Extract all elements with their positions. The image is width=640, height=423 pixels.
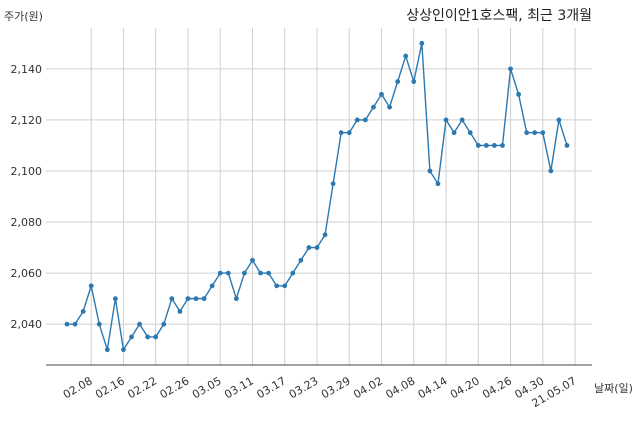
y-tick-label: 2,080 <box>11 216 43 229</box>
data-point <box>185 296 191 302</box>
data-point <box>80 308 86 314</box>
data-point <box>209 283 215 289</box>
data-point <box>250 257 255 263</box>
data-point <box>443 117 449 123</box>
data-point <box>411 79 417 85</box>
data-point <box>354 117 360 123</box>
y-tick-label: 2,140 <box>11 63 43 76</box>
data-point <box>338 130 344 136</box>
data-point <box>169 296 175 302</box>
x-tick-label: 02.08 <box>61 374 95 401</box>
y-tick-labels: 2,040 2,060 2,080 2,100 2,120 2,140 <box>11 63 43 331</box>
data-point <box>233 296 239 302</box>
data-point <box>524 130 530 136</box>
data-point <box>282 283 288 289</box>
data-point <box>540 130 546 136</box>
data-point <box>500 143 505 148</box>
x-tick-label: 02.16 <box>93 374 127 401</box>
y-tick-label: 2,100 <box>11 165 43 178</box>
data-point <box>88 283 94 289</box>
series-layer <box>64 40 570 353</box>
y-axis-label: 주가(원) <box>4 10 43 23</box>
data-point <box>387 104 392 110</box>
data-point <box>72 321 78 327</box>
data-point <box>548 168 554 174</box>
y-tick-label: 2,060 <box>11 267 43 280</box>
data-point <box>129 334 134 340</box>
data-point <box>64 321 70 327</box>
data-point <box>145 334 151 340</box>
x-tick-label: 03.29 <box>319 374 353 401</box>
data-point <box>395 79 401 85</box>
x-tick-label: 04.14 <box>416 374 450 401</box>
data-point <box>274 283 280 289</box>
y-tick-label: 2,040 <box>11 318 43 331</box>
data-point <box>362 117 368 123</box>
x-tick-label: 04.26 <box>480 374 514 401</box>
data-point <box>121 347 126 353</box>
chart-title: 상상인이안1호스팩, 최근 3개월 <box>406 8 592 24</box>
data-point <box>492 143 497 148</box>
data-point <box>475 143 481 148</box>
x-tick-label: 03.23 <box>287 374 321 401</box>
grid <box>46 28 592 365</box>
data-point <box>290 270 296 276</box>
data-point <box>419 40 425 46</box>
data-point <box>403 53 409 59</box>
data-point <box>483 143 489 148</box>
data-point <box>451 130 457 136</box>
data-point <box>379 91 384 97</box>
data-point <box>217 270 223 276</box>
data-point <box>435 181 441 187</box>
data-point <box>104 347 110 353</box>
data-point <box>258 270 263 276</box>
data-point <box>96 321 102 327</box>
x-axis-label: 날짜(일) <box>594 381 633 395</box>
data-point <box>137 321 142 327</box>
x-tick-label: 04.02 <box>351 374 385 401</box>
data-point <box>564 143 570 148</box>
data-point <box>516 91 522 97</box>
x-tick-label: 03.17 <box>254 374 288 401</box>
x-tick-label: 04.20 <box>448 374 482 401</box>
data-point <box>193 296 199 302</box>
y-tick-label: 2,120 <box>11 114 43 127</box>
data-point <box>532 130 538 136</box>
data-point <box>371 104 376 110</box>
data-point <box>314 245 320 250</box>
data-point <box>330 181 336 187</box>
x-tick-labels: 02.0802.1602.2202.2603.0503.1103.1703.23… <box>61 374 579 410</box>
x-tick-label: 03.05 <box>190 374 224 401</box>
data-point <box>306 245 312 250</box>
data-point <box>459 117 465 123</box>
data-point <box>556 117 562 123</box>
data-point <box>177 308 183 314</box>
x-tick-label: 02.22 <box>125 374 159 401</box>
data-point <box>427 168 433 174</box>
data-point <box>266 270 272 276</box>
data-point <box>225 270 231 276</box>
data-point <box>201 296 207 302</box>
x-tick-label: 04.08 <box>383 374 417 401</box>
data-point <box>322 232 328 238</box>
x-tick-label: 03.11 <box>222 374 256 401</box>
data-point <box>467 130 473 136</box>
data-point <box>346 130 352 136</box>
data-point <box>508 66 513 72</box>
data-point <box>153 334 159 340</box>
data-point <box>298 257 304 263</box>
data-point <box>242 270 247 276</box>
data-point <box>112 296 118 302</box>
x-tick-label: 02.26 <box>158 374 192 401</box>
data-point <box>161 321 167 327</box>
